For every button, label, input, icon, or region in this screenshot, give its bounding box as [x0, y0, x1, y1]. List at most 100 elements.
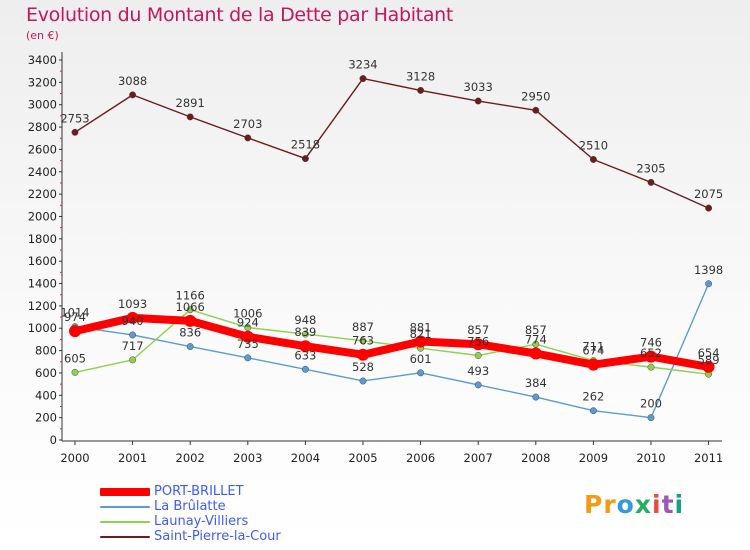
- legend-item: PORT-BRILLET: [100, 484, 360, 499]
- chart-subtitle: (en €): [26, 29, 59, 42]
- data-label: 1093: [118, 297, 147, 311]
- data-label: 924: [237, 316, 259, 330]
- data-label: 774: [525, 332, 547, 346]
- data-point: [474, 381, 482, 389]
- data-point: [301, 330, 309, 338]
- data-point: [472, 338, 485, 351]
- series-line: [74, 77, 710, 209]
- y-tick-label: 3400: [28, 53, 57, 67]
- data-point: [474, 352, 482, 359]
- data-label: 839: [294, 325, 316, 339]
- y-tick-label: 3000: [28, 98, 57, 112]
- data-label: 948: [294, 313, 316, 327]
- data-label: 589: [698, 353, 720, 367]
- x-tick-label: 2004: [291, 451, 320, 465]
- data-label: 605: [64, 351, 86, 365]
- y-tick-label: 1200: [28, 299, 57, 313]
- data-label: 836: [179, 326, 201, 340]
- data-point: [587, 358, 600, 371]
- y-tick-label: 600: [35, 366, 57, 380]
- data-label: 2891: [176, 96, 205, 110]
- data-label: 674: [582, 344, 604, 358]
- data-label: 652: [640, 346, 662, 360]
- data-label: 2518: [291, 138, 320, 152]
- data-point: [359, 377, 367, 385]
- data-label: 528: [352, 360, 374, 374]
- data-label: 493: [467, 364, 489, 378]
- legend-label: La Brûlatte: [154, 499, 226, 514]
- data-label: 2305: [636, 161, 665, 175]
- legend-item: Saint-Pierre-la-Cour: [100, 529, 360, 544]
- data-point: [126, 311, 139, 324]
- logo-part: i: [651, 490, 662, 519]
- data-label: 821: [410, 327, 432, 341]
- data-label: 1166: [176, 289, 205, 303]
- x-tick-label: 2003: [233, 451, 262, 465]
- data-point: [359, 75, 367, 83]
- data-label: 384: [525, 376, 547, 390]
- data-label: 2753: [60, 111, 89, 125]
- logo-part: o: [616, 490, 635, 519]
- y-tick-label: 1400: [28, 277, 57, 291]
- data-point: [647, 178, 655, 186]
- x-tick-label: 2007: [464, 451, 493, 465]
- data-point: [301, 155, 309, 163]
- data-label: 746: [640, 336, 662, 350]
- data-label: 3033: [464, 80, 493, 94]
- data-label: 2950: [521, 89, 550, 103]
- data-point: [705, 280, 713, 288]
- data-label: 735: [237, 337, 259, 351]
- proxiti-logo: Proxiti: [584, 490, 684, 519]
- series-line: [74, 283, 710, 419]
- y-tick-label: 200: [35, 411, 57, 425]
- data-label: 940: [122, 314, 144, 328]
- data-point: [129, 356, 137, 364]
- data-label: 654: [698, 346, 720, 360]
- data-point: [357, 348, 369, 361]
- data-point: [417, 86, 425, 94]
- logo-part: i: [674, 490, 685, 519]
- y-tick-label: 800: [35, 344, 57, 358]
- y-tick-label: 1000: [28, 321, 57, 335]
- data-label: 2703: [233, 117, 262, 131]
- legend: PORT-BRILLET La Brûlatte Launay-Villiers Sa…: [100, 484, 360, 544]
- data-label: 200: [640, 397, 662, 411]
- data-label: 857: [467, 323, 489, 337]
- data-label: 601: [410, 352, 432, 366]
- data-point: [71, 368, 79, 376]
- y-tick-label: 2800: [28, 120, 57, 134]
- data-point: [532, 393, 540, 401]
- data-label: 3088: [118, 74, 147, 88]
- logo-part: t: [661, 490, 675, 519]
- data-label: 2075: [694, 187, 723, 201]
- legend-swatch: [100, 521, 150, 523]
- data-point: [244, 354, 252, 362]
- legend-item: La Brûlatte: [100, 499, 360, 514]
- data-label: 1066: [176, 300, 205, 314]
- data-label: 711: [582, 340, 604, 354]
- data-label: 3234: [348, 58, 377, 72]
- y-tick-label: 2000: [28, 209, 57, 223]
- data-point: [299, 340, 312, 353]
- y-tick-label: 2600: [28, 142, 57, 156]
- data-label: 857: [525, 323, 547, 337]
- data-label: 763: [352, 334, 374, 348]
- logo-part: x: [634, 490, 652, 519]
- data-label: 262: [582, 390, 604, 404]
- data-point: [71, 128, 79, 136]
- legend-swatch: [100, 488, 150, 496]
- y-tick-label: 1600: [28, 254, 57, 268]
- data-point: [241, 330, 254, 343]
- data-point: [702, 360, 715, 373]
- x-tick-label: 2005: [348, 451, 377, 465]
- data-point: [417, 369, 425, 377]
- y-tick-label: 400: [35, 388, 57, 402]
- data-point: [532, 340, 540, 348]
- data-point: [414, 335, 427, 348]
- x-tick-label: 2009: [579, 451, 608, 465]
- data-point: [529, 347, 542, 360]
- data-point: [129, 91, 137, 99]
- x-tick-label: 2008: [521, 451, 550, 465]
- data-point: [186, 343, 194, 351]
- data-point: [532, 106, 540, 114]
